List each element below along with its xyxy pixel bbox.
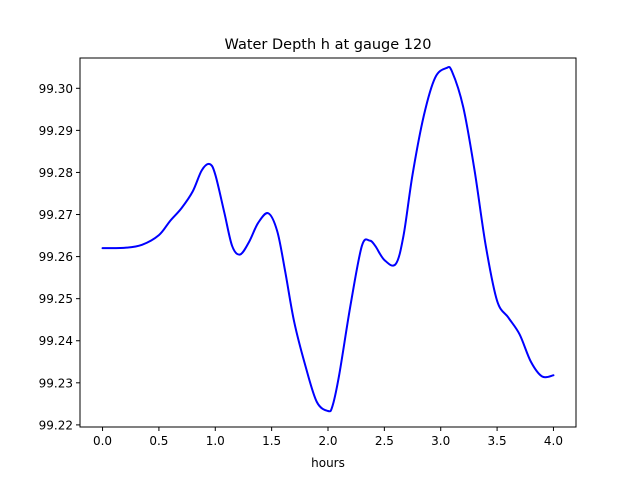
series-layer xyxy=(101,65,555,413)
x-tick-label: 0.5 xyxy=(149,434,168,448)
y-tick-label: 99.25 xyxy=(39,292,73,306)
x-tick-label: 2.5 xyxy=(375,434,394,448)
y-tick-label: 99.27 xyxy=(39,208,73,222)
x-axis-label: hours xyxy=(311,456,345,470)
x-tick-label: 4.0 xyxy=(544,434,563,448)
plot-area xyxy=(80,58,576,427)
x-tick-label: 3.5 xyxy=(488,434,507,448)
y-tick-label: 99.22 xyxy=(39,418,73,432)
y-tick-label: 99.23 xyxy=(39,376,73,390)
x-tick-label: 2.0 xyxy=(318,434,337,448)
chart-title: Water Depth h at gauge 120 xyxy=(225,37,432,53)
x-tick-label: 0.0 xyxy=(93,434,112,448)
x-tick-label: 1.5 xyxy=(262,434,281,448)
y-tick-label: 99.26 xyxy=(39,250,73,264)
y-tick-label: 99.30 xyxy=(39,82,73,96)
y-tick-label: 99.28 xyxy=(39,166,73,180)
x-axis-ticks: 0.0 0.5 1.0 1.5 2.0 2.5 3.0 3.5 4.0 xyxy=(93,427,563,448)
x-tick-label: 1.0 xyxy=(206,434,225,448)
y-tick-label: 99.29 xyxy=(39,124,73,138)
x-tick-label: 3.0 xyxy=(431,434,450,448)
y-axis-ticks: 99.22 99.23 99.24 99.25 99.26 99.27 99.28 99.29… xyxy=(39,82,80,432)
y-tick-label: 99.24 xyxy=(39,334,73,348)
series-line xyxy=(101,65,555,413)
plot-border xyxy=(79,57,577,428)
